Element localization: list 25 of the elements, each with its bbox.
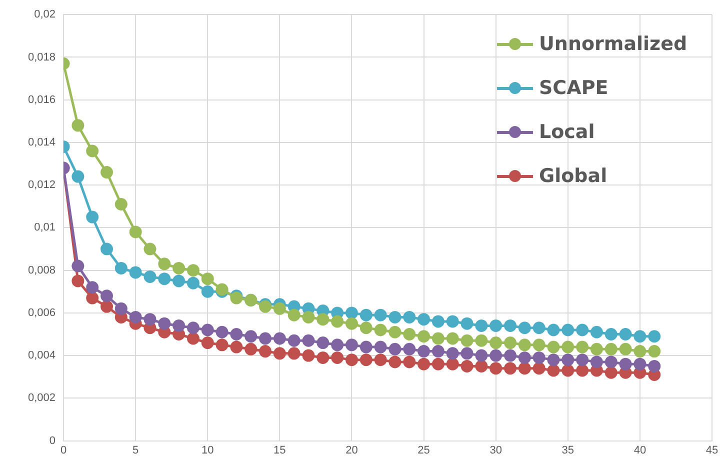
x-tick-label: 15 xyxy=(274,444,286,456)
y-tick-label: 0,004 xyxy=(28,350,56,362)
x-tick-label: 40 xyxy=(634,444,646,456)
y-tick-label: 0,018 xyxy=(28,51,56,64)
x-tick-label: 20 xyxy=(346,444,358,456)
x-tick-label: 45 xyxy=(706,444,718,456)
x-tick-label: 35 xyxy=(562,444,574,456)
y-tick-label: 0,008 xyxy=(28,264,56,276)
y-tick-label: 0,016 xyxy=(28,94,56,106)
y-tick-label: 0,014 xyxy=(28,136,56,148)
y-tick-label: 0,002 xyxy=(28,392,56,404)
y-tick-label: 0 xyxy=(49,434,56,447)
legend-label: Local xyxy=(539,120,595,143)
legend-label: Unnormalized xyxy=(539,32,688,55)
legend-label: Global xyxy=(539,164,608,187)
x-tick-label: 10 xyxy=(202,444,214,456)
x-tick-label: 0 xyxy=(60,444,67,456)
x-tick-label: 25 xyxy=(418,444,430,456)
y-tick-label: 0,02 xyxy=(34,8,56,21)
x-tick-label: 5 xyxy=(132,444,139,456)
y-tick-label: 0,01 xyxy=(34,222,56,234)
legend-label: SCAPE xyxy=(539,76,608,99)
y-tick-label: 0,012 xyxy=(28,179,56,192)
y-tick-label: 0,006 xyxy=(28,306,56,319)
x-tick-label: 30 xyxy=(490,444,502,456)
